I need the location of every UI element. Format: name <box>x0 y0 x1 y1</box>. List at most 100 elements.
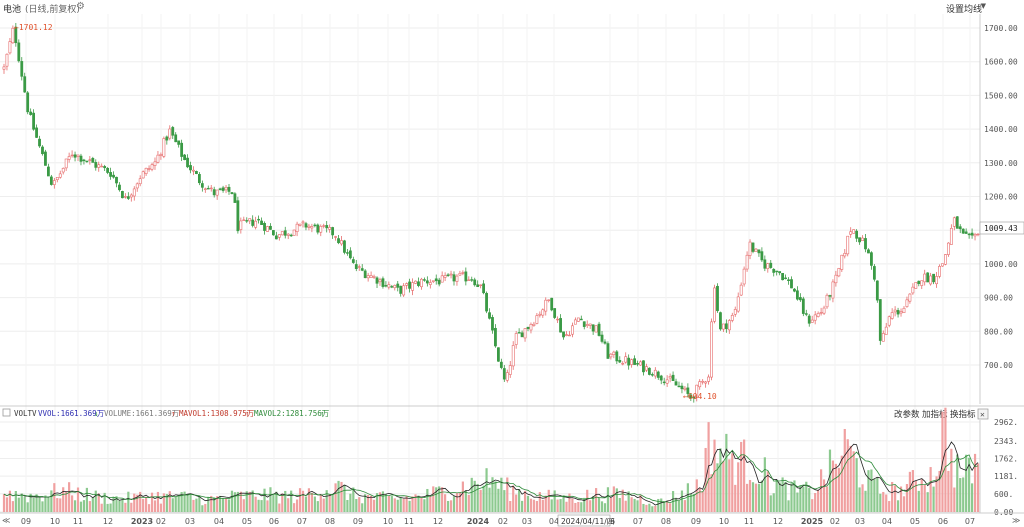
volume-bar <box>831 460 835 512</box>
volume-bar <box>248 491 251 512</box>
volume-bar <box>902 496 906 512</box>
candle <box>541 308 545 318</box>
volume-bar <box>115 496 118 512</box>
volume-bar <box>686 483 689 512</box>
candle <box>286 233 290 240</box>
candle <box>514 330 518 349</box>
candle <box>576 317 580 322</box>
volume-bar <box>935 476 938 512</box>
volume-bar <box>59 498 62 512</box>
volume-bar <box>589 500 592 512</box>
legend-toggle-icon[interactable] <box>2 408 11 417</box>
candle <box>538 311 542 318</box>
candle <box>585 320 589 329</box>
volume-bar <box>82 500 86 512</box>
switch-indicator-button[interactable]: 换指标 <box>950 409 976 420</box>
volume-bar <box>858 487 861 512</box>
page-title: 电池 (日线,前复权) <box>3 5 80 15</box>
price-tick-label: 1700.00 <box>984 24 1018 33</box>
volume-bar <box>452 496 456 512</box>
candle <box>192 166 195 176</box>
volume-bar <box>609 497 612 512</box>
chevron-down-icon[interactable]: ▼ <box>980 2 986 10</box>
volume-bar <box>529 498 533 512</box>
volume-bar <box>441 487 444 512</box>
candle <box>849 227 853 238</box>
volume-bar <box>695 479 698 512</box>
volume-bar <box>384 494 388 512</box>
candle <box>337 235 340 245</box>
x-tick-label: 12 <box>103 517 113 526</box>
candle <box>677 381 681 388</box>
volume-bar <box>204 503 207 512</box>
last-price-tag: 1009.43 <box>979 221 1024 235</box>
candle <box>724 319 728 333</box>
volume-bar <box>867 470 870 512</box>
candle <box>437 277 441 287</box>
volume-bar <box>965 454 968 512</box>
close-icon[interactable]: ✕ <box>980 410 985 419</box>
volume-bar <box>272 494 275 512</box>
candle <box>787 277 790 285</box>
volume-bar <box>165 494 168 512</box>
nav-left-button[interactable]: ≪ <box>2 516 10 525</box>
volume-bar <box>663 501 666 512</box>
nav-right-button[interactable]: ≫ <box>1012 516 1020 525</box>
candle <box>390 284 394 289</box>
volume-bar <box>976 463 980 512</box>
candle <box>422 277 426 282</box>
x-tick-label: 07 <box>297 517 307 526</box>
volume-bar <box>358 497 361 512</box>
candle <box>754 248 758 252</box>
candle <box>796 286 799 301</box>
candle <box>861 235 864 242</box>
x-tick-label: 07 <box>965 517 975 526</box>
volume-bar <box>313 496 316 512</box>
volume-bar <box>947 470 950 512</box>
change-params-button[interactable]: 改参数 <box>894 409 920 420</box>
x-tick-label: 02 <box>156 517 166 526</box>
add-indicator-button[interactable]: 加指标 <box>922 409 948 420</box>
candle <box>855 229 859 242</box>
legend-mavol2-arrow: ↑ <box>320 409 325 418</box>
ma-settings-button[interactable]: 设置均线 <box>945 5 982 15</box>
candle <box>494 324 497 348</box>
volume-bar <box>840 455 843 512</box>
volume-bar <box>26 502 29 512</box>
close-panel-button[interactable] <box>977 408 989 420</box>
volume-bar <box>603 503 607 512</box>
volume-bar <box>577 501 580 512</box>
candle <box>695 384 699 402</box>
volume-tick-label: 1181. <box>994 472 1018 481</box>
volume-bar <box>381 491 385 512</box>
candle <box>254 216 258 230</box>
gear-icon[interactable]: ⚙ <box>76 1 85 12</box>
candle <box>698 379 702 390</box>
volume-bar <box>88 501 91 512</box>
volume-bar <box>328 494 331 512</box>
candle <box>138 175 142 187</box>
volume-bar <box>654 505 657 512</box>
candle <box>372 274 376 279</box>
volume-bar <box>819 469 823 512</box>
volume-bar <box>438 486 441 512</box>
volume-bar <box>787 500 790 512</box>
volume-bar <box>293 503 296 512</box>
candle <box>112 171 115 179</box>
volume-bar <box>745 483 749 512</box>
volume-bar <box>956 454 959 512</box>
candle <box>292 229 296 236</box>
candle <box>707 374 710 385</box>
volume-bar <box>29 493 32 512</box>
candle <box>384 281 388 288</box>
candle <box>609 353 613 360</box>
candle <box>20 57 24 81</box>
volume-tick-label: 2962. <box>994 418 1018 427</box>
candle <box>766 262 770 273</box>
volume-bar <box>177 495 180 512</box>
candle <box>449 270 453 279</box>
volume-bar <box>435 487 438 512</box>
candle <box>141 170 145 179</box>
volume-bar <box>908 471 912 512</box>
